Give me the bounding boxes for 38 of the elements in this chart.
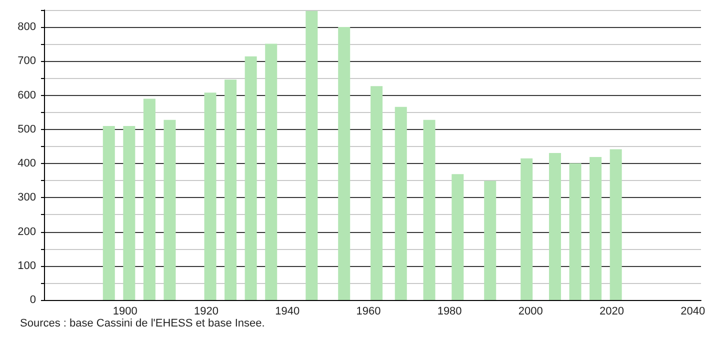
x-tick-label: 2040 xyxy=(680,306,706,318)
bar xyxy=(143,98,156,300)
y-tick-label: 400 xyxy=(18,158,36,170)
x-tick-label: 1920 xyxy=(194,306,218,318)
bar xyxy=(520,158,533,300)
bar xyxy=(549,152,561,300)
bar xyxy=(610,149,622,300)
x-tick-label: 2020 xyxy=(600,306,624,318)
y-tick-label: 500 xyxy=(18,123,36,136)
x-tick-label: 1940 xyxy=(275,306,300,318)
x-tick-label: 2000 xyxy=(518,306,543,318)
bar xyxy=(370,86,383,300)
bar xyxy=(224,80,237,300)
y-tick-label: 800 xyxy=(18,21,36,34)
bar xyxy=(204,92,216,300)
bar xyxy=(484,180,496,300)
y-tick-label: 300 xyxy=(18,192,36,204)
bar xyxy=(123,126,136,300)
bar xyxy=(265,44,278,300)
y-tick-label: 0 xyxy=(30,294,36,306)
y-tick-label: 600 xyxy=(18,89,36,102)
bar xyxy=(102,126,115,300)
bar xyxy=(569,163,582,300)
y-tick-label: 100 xyxy=(18,260,36,272)
bar xyxy=(164,120,176,300)
x-tick-label: 1900 xyxy=(112,306,138,318)
source-note: Sources : base Cassini de l'EHESS et base Insee. xyxy=(20,318,265,330)
bar xyxy=(244,56,257,300)
bar xyxy=(590,157,602,300)
x-tick-label: 1980 xyxy=(437,306,462,318)
bar xyxy=(423,120,436,300)
y-tick-label: 700 xyxy=(18,55,36,68)
y-tick-label: 200 xyxy=(18,226,36,238)
bar xyxy=(452,174,464,300)
bar xyxy=(306,11,318,300)
x-tick-label: 1960 xyxy=(356,306,381,318)
bar xyxy=(338,27,350,300)
bar xyxy=(394,106,407,300)
